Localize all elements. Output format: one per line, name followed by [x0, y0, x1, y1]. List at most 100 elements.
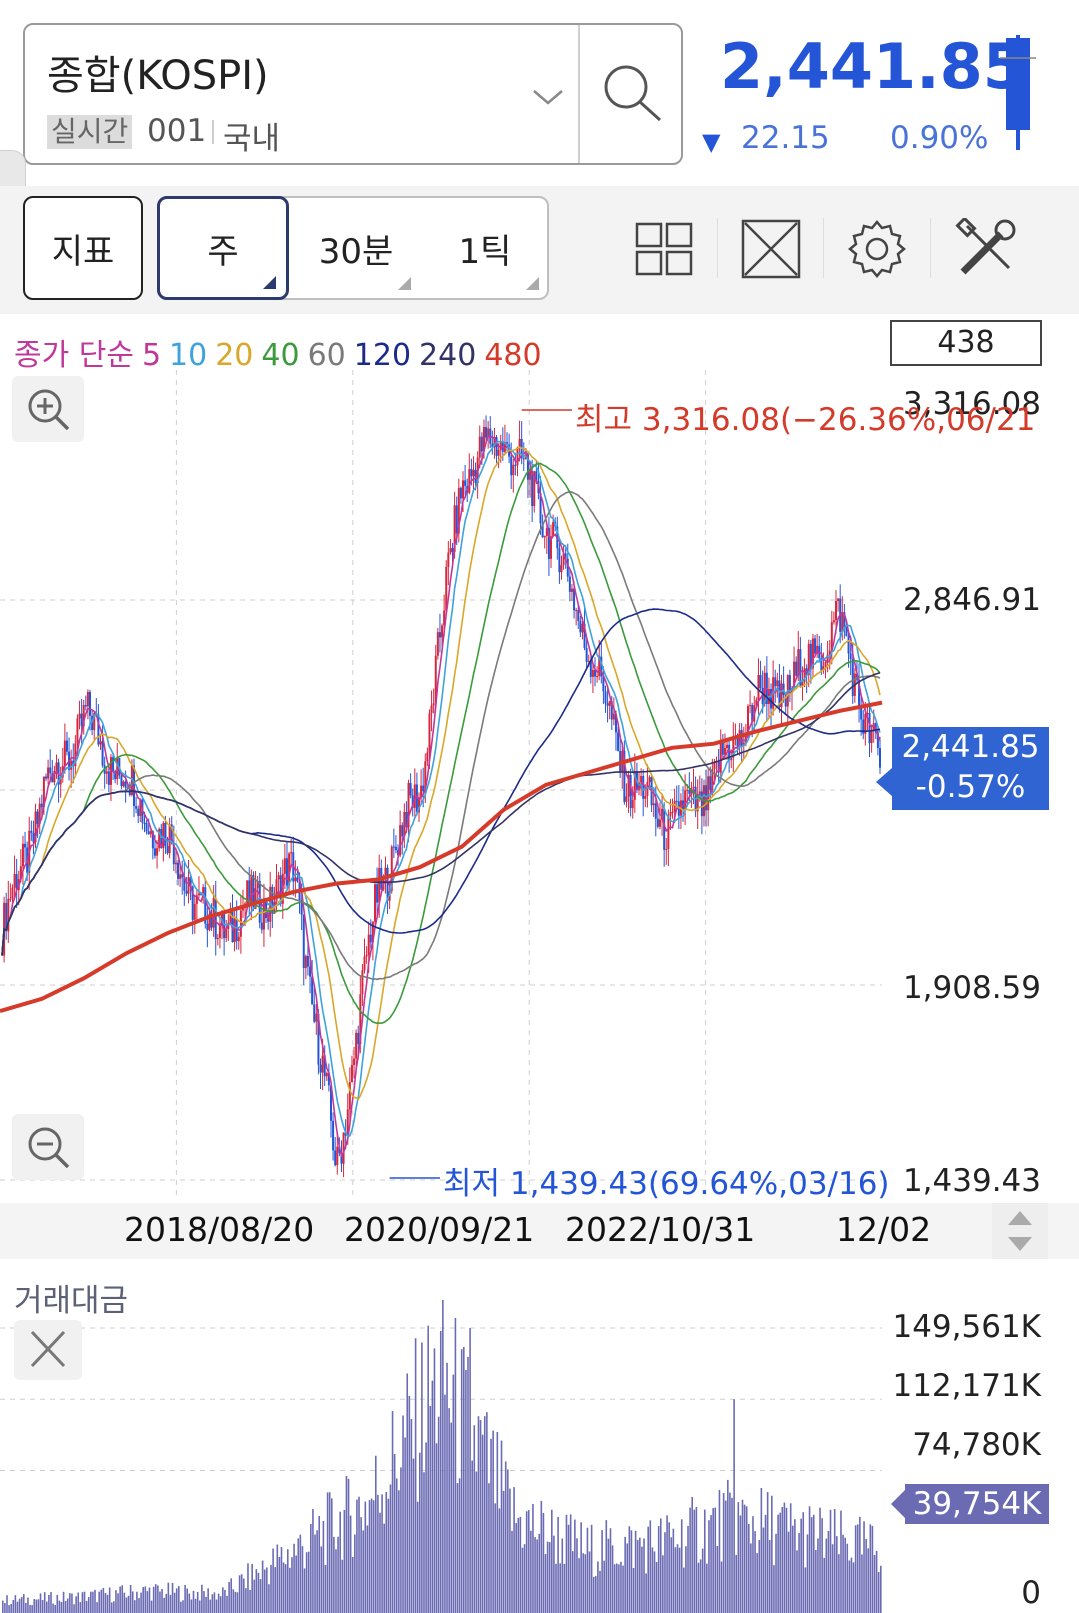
volume-bar	[611, 1545, 614, 1613]
candle-body	[730, 757, 733, 761]
volume-bar	[429, 1406, 432, 1613]
volume-bar	[12, 1600, 15, 1613]
candle-body	[24, 843, 27, 848]
candle-body	[21, 843, 24, 867]
volume-bar	[576, 1538, 578, 1613]
zoom-out-button[interactable]	[12, 1114, 84, 1180]
candle-body	[807, 643, 810, 676]
volume-bar	[416, 1501, 419, 1613]
volume-bar	[804, 1567, 807, 1613]
candle-body	[420, 785, 423, 798]
zoom-in-button[interactable]	[12, 376, 84, 442]
volume-chart[interactable]	[0, 1300, 1079, 1613]
volume-bar	[785, 1507, 788, 1613]
volume-bar	[115, 1590, 117, 1613]
volume-bar	[548, 1542, 551, 1613]
candle-body	[174, 862, 177, 865]
volume-bar	[586, 1527, 589, 1613]
volume-bar	[808, 1506, 811, 1613]
volume-bar	[479, 1420, 482, 1613]
volume-bar	[867, 1548, 870, 1613]
volume-bar	[152, 1586, 155, 1613]
volume-bar	[741, 1499, 744, 1613]
volume-bar	[140, 1592, 142, 1613]
volume-bar	[404, 1437, 406, 1613]
candle-body	[101, 741, 104, 766]
volume-bar	[364, 1501, 367, 1613]
candle-body	[489, 428, 492, 444]
ma-line-60	[1, 490, 881, 981]
candle-body	[801, 681, 804, 686]
ma-legend-item: 20	[215, 338, 254, 373]
current-volume-tag: 39,754K	[891, 1484, 1049, 1524]
search-button[interactable]	[580, 25, 683, 163]
scroll-button[interactable]	[992, 1203, 1048, 1259]
volume-bar	[532, 1503, 534, 1613]
volume-bar	[330, 1498, 333, 1613]
candle-body	[114, 771, 117, 780]
indicator-button[interactable]: 지표	[23, 196, 143, 300]
layout-grid-icon[interactable]	[634, 218, 696, 280]
volume-bar	[385, 1492, 388, 1613]
candle-body	[334, 1150, 337, 1166]
close-volume-button[interactable]	[14, 1320, 82, 1380]
volume-bar	[706, 1563, 708, 1613]
volume-bar	[303, 1568, 306, 1613]
index-search-box[interactable]: 종합(KOSPI) 실시간 001 국내	[23, 23, 683, 165]
volume-bar	[418, 1452, 421, 1613]
visible-count-box[interactable]: 438	[890, 320, 1042, 366]
candle-body	[166, 845, 169, 854]
candle-body	[34, 811, 37, 843]
fullscreen-icon[interactable]	[740, 218, 802, 280]
candle-body	[135, 806, 138, 809]
candle-body	[495, 437, 498, 456]
volume-bar	[737, 1502, 740, 1613]
volume-bar	[601, 1530, 603, 1613]
candle-body	[319, 1064, 322, 1073]
x-axis-label: 2020/09/21	[344, 1210, 535, 1249]
volume-title: 거래대금	[14, 1283, 129, 1319]
volume-bar	[372, 1500, 375, 1613]
ma-legend-item: 40	[261, 338, 300, 373]
period-30min-button[interactable]: 30분	[291, 198, 421, 298]
settings-icon[interactable]	[846, 218, 908, 280]
candle-body	[564, 553, 567, 559]
candle-body	[642, 776, 645, 799]
candle-body	[348, 1082, 351, 1110]
candle-body	[321, 1055, 324, 1073]
volume-bar	[37, 1599, 40, 1613]
volume-bar	[150, 1600, 153, 1613]
volume-bar	[777, 1514, 779, 1613]
candle-body	[723, 748, 726, 755]
volume-bar	[578, 1558, 580, 1613]
volume-bar	[752, 1516, 754, 1613]
period-1tick-button[interactable]: 1틱	[421, 198, 549, 298]
volume-bar	[643, 1538, 645, 1613]
ma-legend-item: 60	[307, 338, 346, 373]
candle-body	[560, 565, 563, 573]
volume-bar	[697, 1562, 700, 1613]
candle-body	[399, 825, 402, 856]
tools-icon[interactable]	[955, 218, 1017, 280]
candle-body	[746, 706, 749, 734]
chevron-down-icon[interactable]	[530, 85, 566, 109]
volume-bar	[498, 1508, 501, 1613]
period-week-button[interactable]: 주	[157, 196, 289, 300]
candle-body	[692, 786, 695, 788]
volume-bar	[129, 1584, 132, 1613]
candle-body	[214, 898, 217, 940]
volume-bar	[54, 1604, 56, 1613]
option-corner-icon	[263, 276, 276, 289]
candle-body	[229, 911, 232, 923]
candle-body	[740, 730, 743, 746]
volume-bar	[641, 1546, 643, 1613]
candle-body	[371, 921, 374, 943]
candle-body	[449, 548, 452, 553]
candle-body	[872, 723, 875, 731]
volume-bar	[731, 1497, 733, 1613]
candle-body	[164, 822, 167, 846]
volume-bar	[324, 1564, 327, 1613]
volume-bar	[131, 1591, 134, 1613]
volume-bar	[226, 1595, 228, 1613]
volume-bar	[789, 1503, 792, 1613]
